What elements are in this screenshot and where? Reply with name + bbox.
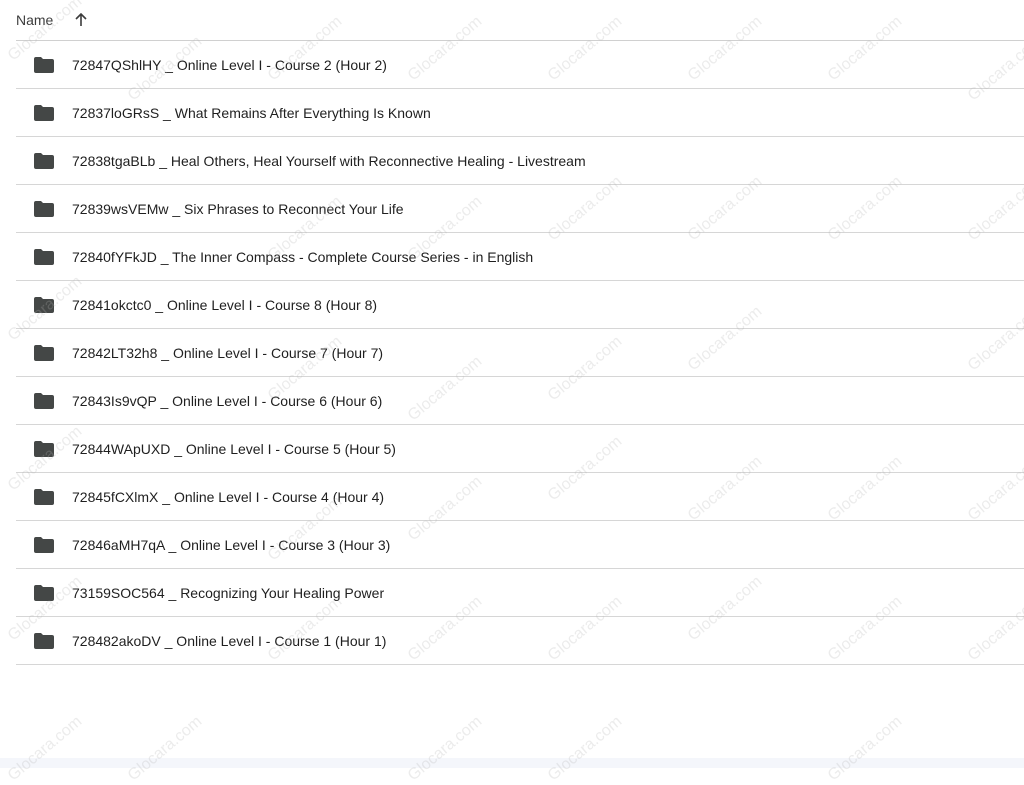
watermark: Glocara.com — [4, 712, 86, 785]
folder-name: 72837loGRsS _ What Remains After Everyth… — [72, 104, 431, 121]
folder-row[interactable]: 72845fCXlmX _ Online Level I - Course 4 … — [16, 473, 1024, 521]
folder-icon — [34, 200, 54, 217]
folder-icon — [34, 296, 54, 313]
folder-icon — [34, 56, 54, 73]
folder-row[interactable]: 72838tgaBLb _ Heal Others, Heal Yourself… — [16, 137, 1024, 185]
file-list: 72847QShlHY _ Online Level I - Course 2 … — [16, 41, 1024, 665]
folder-name: 72846aMH7qA _ Online Level I - Course 3 … — [72, 536, 391, 553]
folder-icon — [34, 344, 54, 361]
folder-row[interactable]: 72844WApUXD _ Online Level I - Course 5 … — [16, 425, 1024, 473]
folder-icon — [34, 152, 54, 169]
folder-icon — [34, 584, 54, 601]
folder-icon — [34, 104, 54, 121]
folder-row[interactable]: 728482akoDV _ Online Level I - Course 1 … — [16, 617, 1024, 665]
folder-icon — [34, 248, 54, 265]
folder-row[interactable]: 72843Is9vQP _ Online Level I - Course 6 … — [16, 377, 1024, 425]
folder-name: 73159SOC564 _ Recognizing Your Healing P… — [72, 584, 385, 601]
folder-row[interactable]: 72840fYFkJD _ The Inner Compass - Comple… — [16, 233, 1024, 281]
folder-name: 72845fCXlmX _ Online Level I - Course 4 … — [72, 488, 385, 505]
folder-icon — [34, 440, 54, 457]
folder-icon — [34, 392, 54, 409]
folder-row[interactable]: 73159SOC564 _ Recognizing Your Healing P… — [16, 569, 1024, 617]
folder-name: 72839wsVEMw _ Six Phrases to Reconnect Y… — [72, 200, 404, 217]
watermark: Glocara.com — [824, 712, 906, 785]
folder-row[interactable]: 72842LT32h8 _ Online Level I - Course 7 … — [16, 329, 1024, 377]
watermark: Glocara.com — [124, 712, 206, 785]
folder-name: 72843Is9vQP _ Online Level I - Course 6 … — [72, 392, 383, 409]
arrow-up-icon[interactable] — [73, 12, 89, 28]
folder-icon — [34, 488, 54, 505]
folder-name: 72842LT32h8 _ Online Level I - Course 7 … — [72, 344, 384, 361]
folder-name: 72847QShlHY _ Online Level I - Course 2 … — [72, 56, 387, 73]
folder-name: 728482akoDV _ Online Level I - Course 1 … — [72, 632, 387, 649]
folder-name: 72840fYFkJD _ The Inner Compass - Comple… — [72, 248, 534, 265]
folder-name: 72841okctc0 _ Online Level I - Course 8 … — [72, 296, 378, 313]
folder-row[interactable]: 72837loGRsS _ What Remains After Everyth… — [16, 89, 1024, 137]
column-header: Name — [16, 0, 1024, 41]
folder-name: 72838tgaBLb _ Heal Others, Heal Yourself… — [72, 152, 586, 169]
name-column-header[interactable]: Name — [16, 12, 54, 28]
folder-row[interactable]: 72839wsVEMw _ Six Phrases to Reconnect Y… — [16, 185, 1024, 233]
watermark: Glocara.com — [404, 712, 486, 785]
folder-row[interactable]: 72846aMH7qA _ Online Level I - Course 3 … — [16, 521, 1024, 569]
folder-icon — [34, 632, 54, 649]
bottom-bar — [0, 758, 1024, 768]
folder-row[interactable]: 72841okctc0 _ Online Level I - Course 8 … — [16, 281, 1024, 329]
folder-row[interactable]: 72847QShlHY _ Online Level I - Course 2 … — [16, 41, 1024, 89]
watermark: Glocara.com — [544, 712, 626, 785]
folder-icon — [34, 536, 54, 553]
folder-name: 72844WApUXD _ Online Level I - Course 5 … — [72, 440, 396, 457]
